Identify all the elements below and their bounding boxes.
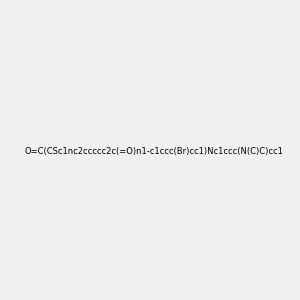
Text: O=C(CSc1nc2ccccc2c(=O)n1-c1ccc(Br)cc1)Nc1ccc(N(C)C)cc1: O=C(CSc1nc2ccccc2c(=O)n1-c1ccc(Br)cc1)Nc… xyxy=(24,147,283,156)
